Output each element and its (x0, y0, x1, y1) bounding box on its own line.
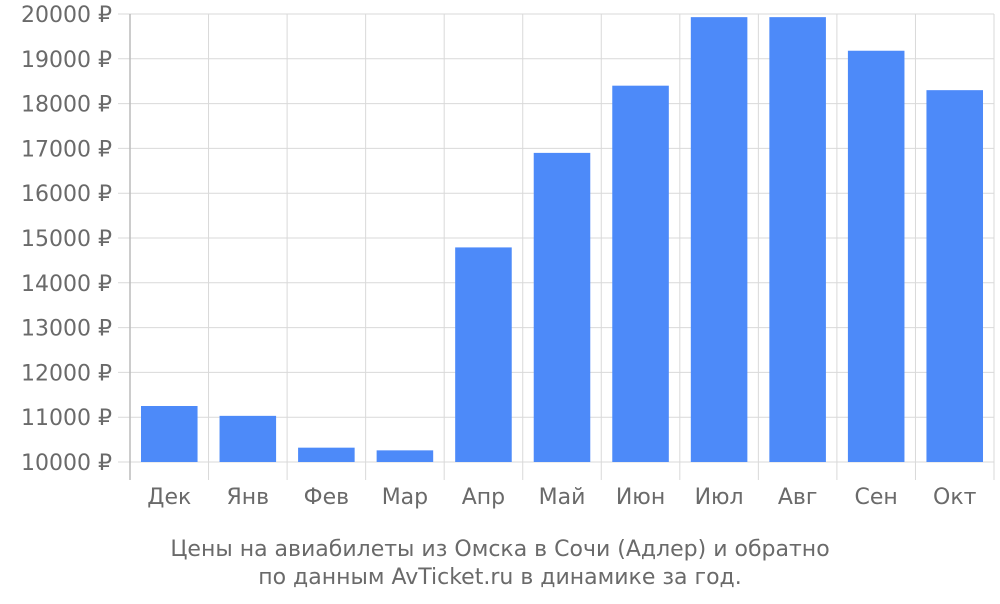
bar (298, 447, 355, 462)
x-tick-label: Июн (616, 485, 665, 510)
caption-line-1: Цены на авиабилеты из Омска в Сочи (Адле… (170, 537, 829, 562)
x-tick-label: Авг (778, 485, 818, 510)
x-tick-labels: Дек Янв Фев Мар Апр Май Июн Июл Авг Сен Окт (147, 485, 976, 510)
bar (219, 415, 277, 462)
x-tick-label: Мар (382, 485, 428, 510)
bar (926, 90, 984, 462)
x-tick-label: Май (539, 485, 586, 510)
x-tick-label: Июл (695, 485, 744, 510)
bar (533, 152, 591, 462)
y-tick-label: 11000 ₽ (21, 406, 112, 431)
bars (140, 17, 984, 463)
x-tick-label: Фев (304, 485, 349, 510)
y-tick-label: 14000 ₽ (21, 272, 112, 297)
y-tick-label: 20000 ₽ (21, 3, 112, 28)
bar (690, 17, 748, 463)
caption-line-2: по данным AvTicket.ru в динамике за год. (258, 565, 742, 590)
y-tick-label: 15000 ₽ (21, 227, 112, 252)
y-tick-label: 10000 ₽ (21, 451, 112, 476)
y-tick-label: 13000 ₽ (21, 317, 112, 342)
y-tick-label: 19000 ₽ (21, 48, 112, 73)
bar (140, 406, 198, 462)
y-tick-label: 17000 ₽ (21, 137, 112, 162)
x-tick-label: Апр (462, 485, 505, 510)
bar (612, 85, 669, 463)
x-tick-label: Сен (855, 485, 898, 510)
bar (376, 450, 434, 462)
x-tick-label: Окт (933, 485, 977, 510)
y-tick-label: 18000 ₽ (21, 93, 112, 118)
bar (847, 50, 905, 463)
x-tick-label: Дек (147, 485, 191, 510)
bar (769, 17, 826, 463)
y-tick-label: 12000 ₽ (21, 361, 112, 386)
y-tick-labels: 10000 ₽ 11000 ₽ 12000 ₽ 13000 ₽ 14000 ₽ 15000… (21, 3, 112, 476)
bar (455, 247, 512, 462)
y-tick-label: 16000 ₽ (21, 182, 112, 207)
x-tick-label: Янв (226, 485, 269, 510)
